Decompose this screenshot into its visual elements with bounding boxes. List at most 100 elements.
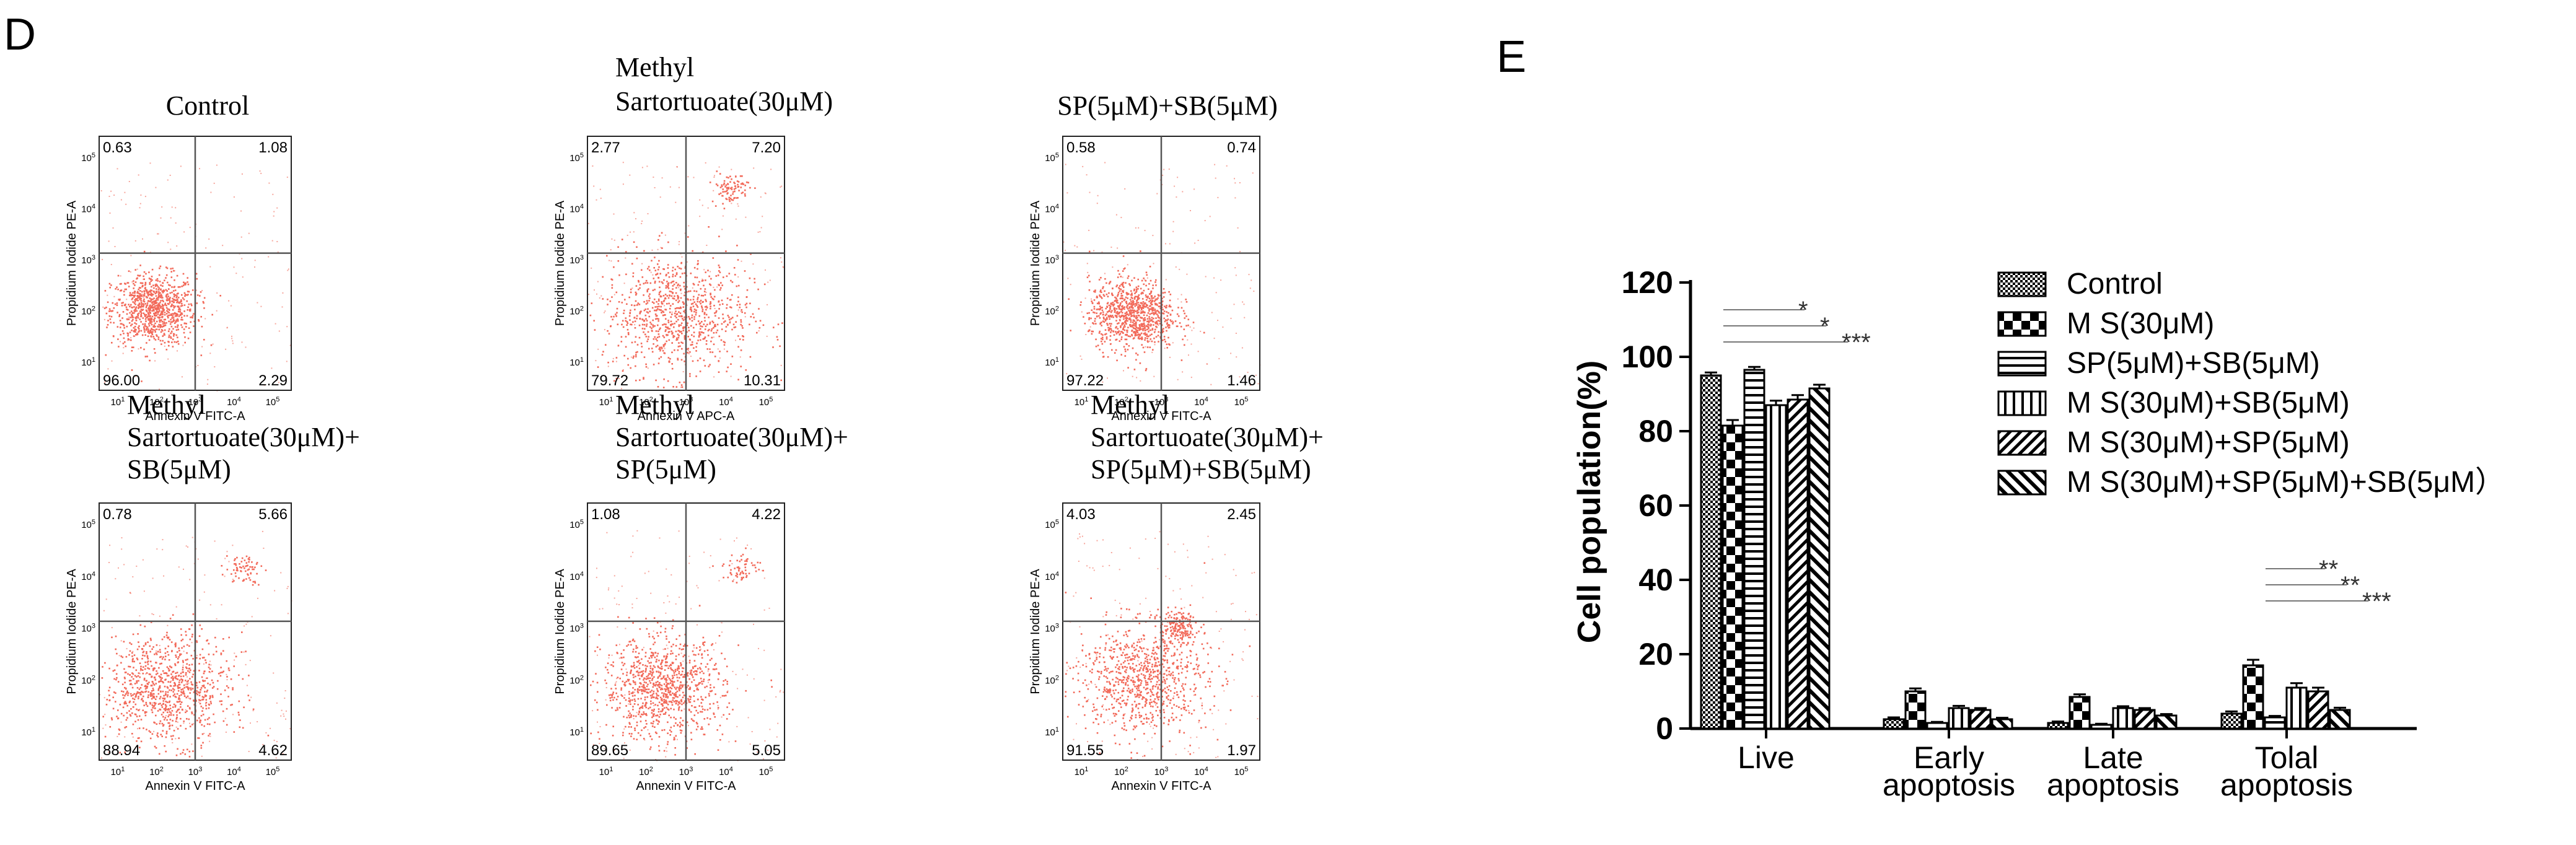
flow-dot: [1222, 326, 1224, 328]
flow-dot: [625, 680, 628, 683]
flow-dot: [149, 731, 151, 733]
flow-dot: [641, 351, 643, 353]
flow-dot: [697, 284, 700, 286]
flow-dot: [1115, 297, 1117, 299]
flow-dot: [647, 660, 649, 662]
flow-dot: [730, 195, 732, 196]
flow-dot: [669, 357, 671, 360]
flow-dot: [113, 296, 115, 297]
flow-dot: [188, 628, 190, 630]
flow-dot: [159, 265, 162, 268]
flow-dot: [719, 357, 721, 359]
flow-dot: [152, 329, 154, 331]
flow-dot: [622, 370, 624, 372]
flow-dot: [1161, 300, 1164, 302]
flow-dot: [154, 322, 156, 325]
flow-dot: [657, 676, 659, 678]
flow-dot: [1191, 330, 1193, 331]
flow-dot: [180, 717, 182, 720]
flow-dot: [1163, 288, 1165, 290]
flow-dot: [689, 309, 692, 310]
flow-dot: [633, 676, 635, 678]
flow-dot: [1149, 313, 1151, 315]
flow-dot: [658, 260, 660, 262]
flow-dot: [1154, 296, 1156, 297]
flow-dot: [180, 318, 182, 321]
flow-dot: [622, 664, 625, 667]
flow-dot: [159, 649, 161, 651]
flow-dot: [1125, 334, 1127, 336]
y-tick-label: 105: [1045, 152, 1059, 164]
flow-dot: [682, 342, 684, 344]
flow-dot: [1102, 320, 1104, 322]
flow-dot: [658, 281, 661, 283]
flow-dot: [648, 733, 651, 735]
flow-dot: [105, 704, 108, 706]
flow-dot: [1129, 284, 1131, 286]
flow-dot: [115, 635, 117, 637]
flow-dot: [1095, 345, 1097, 348]
flow-dot: [158, 667, 160, 669]
flow-dot: [620, 388, 622, 390]
flow-dot: [672, 335, 675, 337]
flow-dot: [662, 282, 664, 284]
flow-dot: [1139, 327, 1141, 330]
flow-dot: [126, 717, 128, 719]
flow-dot: [178, 701, 180, 703]
flow-dot: [177, 709, 178, 712]
flow-dot: [683, 352, 685, 355]
flow-dot: [1130, 305, 1132, 307]
flow-dot: [172, 670, 175, 673]
flow-dot: [147, 291, 150, 294]
flow-dot: [1166, 320, 1168, 322]
flow-dot: [1102, 336, 1104, 339]
flow-dot: [239, 719, 241, 721]
flow-dot: [757, 288, 759, 291]
flow-dot: [138, 288, 139, 291]
flow-dot: [1107, 377, 1108, 379]
flow-dot: [200, 316, 202, 318]
flow-dot: [1117, 323, 1119, 325]
flow-dot: [131, 676, 133, 678]
flow-dot: [226, 676, 228, 678]
flow-dot: [234, 559, 235, 561]
flow-dot: [156, 650, 157, 652]
flow-dot: [152, 683, 154, 685]
flow-dot: [141, 691, 143, 693]
flow-dot: [108, 667, 110, 670]
flow-dot: [734, 190, 736, 193]
flow-dot: [1139, 304, 1141, 307]
flow-dot: [149, 278, 152, 280]
flow-dot: [116, 676, 118, 679]
flow-dot: [641, 167, 643, 169]
flow-dot: [1099, 309, 1101, 311]
flow-dot: [657, 665, 659, 667]
flow-dot: [731, 294, 733, 296]
flow-dot: [1120, 338, 1122, 341]
flow-dot: [213, 182, 215, 184]
flow-dot: [741, 260, 742, 262]
flow-dot: [154, 667, 156, 670]
flow-dot: [1149, 340, 1151, 342]
flow-dot: [139, 670, 141, 672]
flow-dot: [180, 653, 182, 655]
flow-dot: [124, 736, 126, 738]
flow-dot: [203, 732, 205, 734]
flow-dot: [666, 653, 669, 655]
flow-dot: [1143, 319, 1146, 322]
flow-dot: [169, 302, 171, 304]
flow-dot: [1206, 363, 1208, 365]
flow-dot: [623, 656, 625, 659]
flow-dot: [645, 366, 648, 368]
flow-dot: [1146, 314, 1148, 317]
flow-dot: [201, 755, 203, 757]
flow-dot: [1104, 341, 1106, 343]
flow-dot: [136, 566, 138, 567]
flow-dot: [659, 672, 662, 673]
flow-dot: [174, 682, 176, 685]
flow-dot: [137, 728, 138, 730]
flow-dot: [703, 672, 705, 675]
flow-dot: [1138, 304, 1140, 306]
flow-dot: [659, 273, 661, 275]
flow-dot: [178, 686, 181, 689]
